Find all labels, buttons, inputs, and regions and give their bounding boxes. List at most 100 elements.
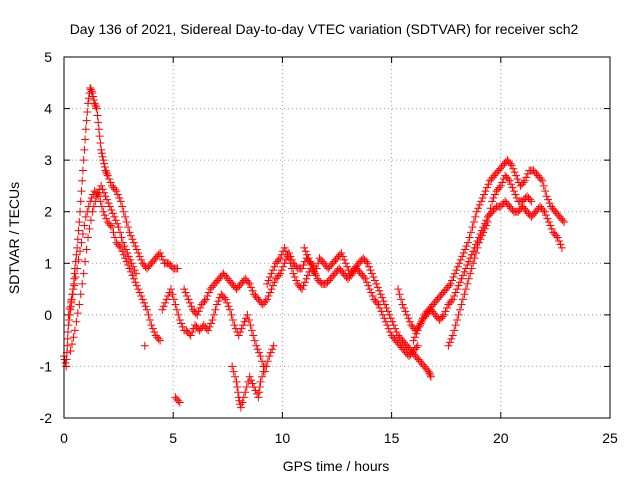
- data-point: [480, 224, 489, 233]
- data-point: [207, 319, 216, 328]
- data-point: [73, 264, 82, 273]
- data-point: [122, 257, 131, 266]
- data-point: [399, 303, 408, 312]
- data-point: [280, 243, 289, 252]
- data-point: [441, 307, 450, 316]
- data-point: [362, 257, 371, 266]
- data-point: [365, 285, 374, 294]
- data-point: [209, 310, 218, 319]
- data-point: [73, 309, 82, 318]
- y-tick-label: 1: [44, 255, 52, 271]
- data-point: [444, 341, 453, 350]
- data-point: [544, 218, 553, 227]
- data-point: [239, 393, 248, 402]
- data-point: [453, 262, 462, 271]
- data-point: [457, 300, 466, 309]
- data-point: [94, 118, 103, 127]
- data-point: [303, 250, 312, 259]
- data-point: [129, 262, 138, 271]
- data-point: [415, 322, 424, 331]
- data-point: [256, 352, 265, 361]
- data-point: [527, 197, 536, 206]
- chart-title: Day 136 of 2021, Sidereal Day-to-day VTE…: [70, 21, 579, 37]
- data-point: [538, 176, 547, 185]
- data-point: [395, 290, 404, 299]
- data-point: [131, 242, 140, 251]
- data-point: [137, 255, 146, 264]
- data-point: [287, 264, 296, 273]
- data-point: [101, 166, 110, 175]
- data-point: [509, 187, 518, 196]
- data-point: [304, 254, 313, 263]
- data-point: [383, 321, 392, 330]
- data-point: [74, 226, 83, 235]
- data-point: [122, 218, 131, 227]
- data-point: [129, 238, 138, 247]
- data-point: [68, 340, 77, 349]
- data-point: [267, 269, 276, 278]
- data-point: [480, 190, 489, 199]
- data-point: [536, 175, 545, 184]
- x-tick-label: 20: [493, 430, 509, 446]
- data-point: [162, 295, 171, 304]
- x-tick-label: 0: [60, 430, 68, 446]
- data-point: [260, 362, 269, 371]
- data-point: [386, 328, 395, 337]
- data-point: [277, 266, 286, 275]
- data-point: [452, 266, 461, 275]
- data-point: [250, 336, 259, 345]
- data-point: [173, 264, 182, 273]
- data-point: [380, 314, 389, 323]
- data-point: [462, 242, 471, 251]
- data-point: [375, 303, 384, 312]
- data-point: [458, 252, 467, 261]
- data-point: [469, 218, 478, 227]
- data-point: [72, 317, 81, 326]
- x-tick-label: 5: [169, 430, 177, 446]
- data-point: [78, 230, 87, 239]
- data-point: [472, 207, 481, 216]
- data-point: [110, 185, 119, 194]
- data-point: [498, 178, 507, 187]
- data-point: [63, 341, 72, 350]
- data-point: [88, 89, 97, 98]
- data-point: [264, 291, 273, 300]
- data-point: [453, 285, 462, 294]
- data-point: [97, 181, 106, 190]
- data-point: [116, 228, 125, 237]
- data-point: [307, 261, 316, 270]
- data-point: [228, 316, 237, 325]
- data-point: [148, 324, 157, 333]
- data-point: [116, 197, 125, 206]
- data-point: [373, 298, 382, 307]
- data-point: [65, 303, 74, 312]
- x-tick-label: 15: [384, 430, 400, 446]
- data-point: [76, 207, 85, 216]
- data-point: [80, 145, 89, 154]
- data-point: [364, 281, 373, 290]
- data-point: [135, 252, 144, 261]
- data-point: [119, 250, 128, 259]
- data-point: [507, 161, 516, 170]
- data-point: [69, 333, 78, 342]
- data-point: [156, 336, 165, 345]
- data-point: [377, 307, 386, 316]
- data-point: [71, 273, 80, 282]
- data-point: [397, 295, 406, 304]
- data-point: [447, 297, 456, 306]
- data-point: [557, 243, 566, 252]
- data-point: [124, 261, 133, 270]
- data-point: [268, 266, 277, 275]
- data-point: [132, 281, 141, 290]
- data-point: [245, 279, 254, 288]
- data-point: [131, 278, 140, 287]
- data-point: [448, 295, 457, 304]
- data-point: [95, 132, 104, 141]
- data-point: [102, 214, 111, 223]
- data-point: [375, 286, 384, 295]
- data-point: [269, 341, 278, 350]
- data-point: [450, 326, 459, 335]
- data-point: [337, 248, 346, 257]
- data-point: [243, 310, 252, 319]
